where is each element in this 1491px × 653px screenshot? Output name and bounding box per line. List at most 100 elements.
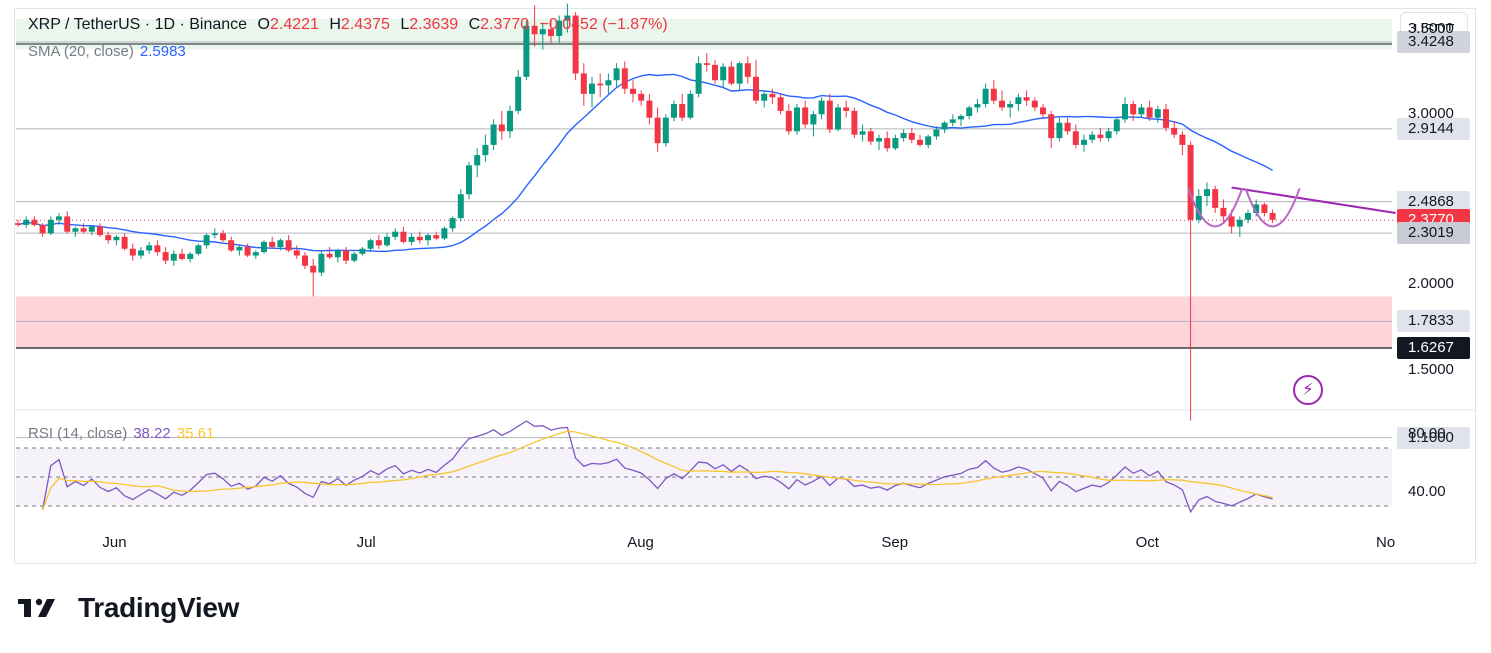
price-axis-label: 3.0000 [1408,105,1454,123]
candle-body [802,107,809,125]
candle-body [548,29,554,36]
candle-body [1105,131,1112,139]
candle-body [523,25,530,77]
sma-legend[interactable]: SMA (20, close) 2.5983 [28,43,186,60]
candle-body [375,240,382,246]
candle-body [908,132,915,140]
candle-body [662,117,669,144]
candle-body [482,144,489,156]
candle-body [211,233,218,236]
candle-body [302,255,308,266]
lightning-icon[interactable]: ⚡ [1293,375,1323,405]
candle-body [449,218,456,229]
candle-body [835,107,841,130]
candle-body [1236,219,1243,227]
candle-body [638,93,645,101]
rsi-value: 38.22 [133,425,171,442]
candle-body [1163,109,1169,128]
candle-body [408,236,415,242]
candle-body [392,231,399,237]
candle-body [867,131,874,142]
candle-body [958,115,964,120]
candle-body [1113,119,1120,132]
candle-body [1146,107,1153,118]
candle-body [1253,204,1260,213]
candle-body [1261,204,1268,213]
candle-body [416,236,423,241]
candle-body [720,66,727,81]
candle-body [400,231,407,242]
rsi-line [41,420,1273,514]
candle-body [277,240,284,248]
candle-body [228,240,235,251]
candle-body [23,219,30,225]
close-value: 2.3770 [480,16,530,33]
pattern-arc [1244,188,1301,228]
price-tag: 1.1000 [1397,426,1470,449]
candle-body [1072,131,1079,145]
candle-body [1097,134,1104,139]
candle-body [736,63,743,84]
candle-body [999,100,1005,108]
rsi-axis-label: 40.00 [1408,482,1446,500]
candle-body [244,247,251,256]
candle-body [359,248,366,254]
candle-body [580,73,587,94]
zone-support [16,296,1392,349]
time-axis-label: Sep [881,534,909,551]
low-label: L [400,16,410,33]
candle-body [679,104,686,118]
candle-body [1269,212,1276,220]
candle-body [187,253,194,259]
candle-body [982,88,989,105]
candle-body [1138,107,1145,115]
candle-body [441,228,448,239]
candle-body [613,68,620,81]
candle-body [1195,195,1202,220]
candle-body [154,245,161,253]
candle-body [941,122,948,130]
candle-body [1228,216,1235,227]
candle-body [1040,107,1046,115]
time-axis-label: No [1376,534,1396,551]
time-axis-label: Jul [356,534,376,551]
candle-body [744,63,751,77]
candle-body [769,93,776,98]
candle-body [1064,122,1071,132]
price-tag: 2.9144 [1397,117,1470,140]
candle-body [47,219,54,234]
candle-body [1007,104,1014,108]
candle-body [1130,104,1137,115]
candle-body [162,252,169,261]
candle-body [1187,144,1194,220]
candle-body [39,224,46,234]
candle-body [498,124,505,132]
candle-body [252,252,259,256]
candle-body [810,114,817,125]
rsi-label: RSI (14, close) [28,425,128,442]
candle-body [654,117,661,144]
candle-body [826,100,833,130]
candle-body [572,15,579,74]
candle-body [671,104,677,118]
candle-body [564,15,571,21]
rsi-legend[interactable]: RSI (14, close) 38.22 35.61 [28,425,214,442]
candle-body [785,110,792,132]
candle-body [621,68,628,89]
change-value: −0.0452 (−1.87%) [539,16,668,33]
candle-body [884,138,891,149]
candle-body [1245,212,1251,220]
candle-body [474,155,481,166]
tradingview-logo[interactable]: TradingView [18,592,239,624]
chart-frame [14,8,1476,564]
candle-body [457,194,464,219]
candle-body [974,104,981,108]
candle-body [220,233,226,241]
ohlc-header: XRP / TetherUS · 1D · Binance O2.4221 H2… [28,16,668,34]
time-axis-label: Aug [627,534,654,551]
sma-line [17,73,1273,253]
candle-body [687,93,694,118]
candle-body [539,29,546,35]
candle-body [1122,104,1128,120]
